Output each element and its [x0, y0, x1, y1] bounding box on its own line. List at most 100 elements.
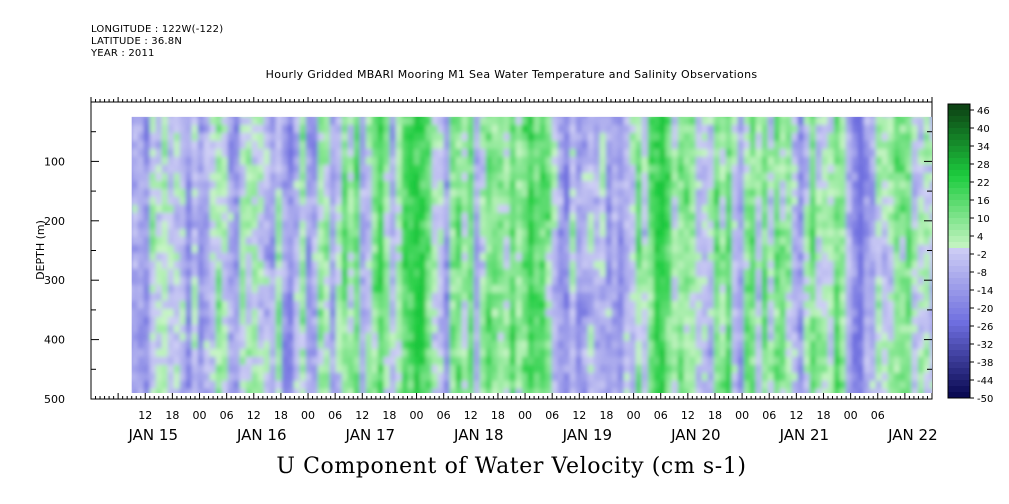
heatmap-cell [455, 260, 463, 270]
heatmap-cell [353, 116, 361, 126]
heatmap-cell [611, 316, 619, 326]
heatmap-cell [713, 324, 721, 334]
heatmap-cell [425, 188, 433, 198]
heatmap-cell [203, 148, 211, 158]
heatmap-cell [455, 172, 463, 182]
heatmap-cell [623, 148, 631, 158]
heatmap-cell [263, 364, 271, 374]
heatmap-cell [713, 380, 721, 390]
heatmap-cell [923, 268, 931, 278]
heatmap-cell [335, 308, 343, 318]
heatmap-cell [263, 356, 271, 366]
heatmap-cell [425, 332, 433, 342]
heatmap-cell [929, 284, 932, 294]
heatmap-cell [329, 180, 337, 190]
heatmap-cell [203, 284, 211, 294]
heatmap-cell [593, 124, 601, 134]
heatmap-cell [611, 372, 619, 382]
heatmap-cell [551, 284, 559, 294]
heatmap-cell [617, 364, 625, 374]
heatmap-cell [389, 148, 397, 158]
heatmap-cell [575, 212, 583, 222]
heatmap-cell [689, 212, 697, 222]
heatmap-cell [551, 204, 559, 214]
heatmap-cell [605, 228, 613, 238]
heatmap-cell [863, 364, 871, 374]
heatmap-cell [191, 300, 199, 310]
heatmap-cell [731, 276, 739, 286]
heatmap-cell [773, 116, 781, 126]
heatmap-cell [665, 132, 673, 142]
heatmap-cell [461, 284, 469, 294]
heatmap-cell [575, 172, 583, 182]
heatmap-cell [791, 124, 799, 134]
heatmap-cell [467, 180, 475, 190]
heatmap-cell [335, 244, 343, 254]
heatmap-cell [413, 220, 421, 230]
heatmap-cell [809, 300, 817, 310]
heatmap-cell [653, 372, 661, 382]
heatmap-cell [737, 188, 745, 198]
heatmap-cell [173, 300, 181, 310]
heatmap-cell [767, 324, 775, 334]
heatmap-cell [869, 380, 877, 390]
heatmap-cell [545, 388, 553, 394]
heatmap-cell [659, 196, 667, 206]
heatmap-cell [425, 140, 433, 150]
heatmap-cell [791, 276, 799, 286]
heatmap-cell [155, 300, 163, 310]
heatmap-cell [701, 348, 709, 358]
heatmap-cell [149, 188, 157, 198]
heatmap-cell [491, 300, 499, 310]
heatmap-cell [191, 356, 199, 366]
heatmap-cell [215, 236, 223, 246]
heatmap-cell [659, 284, 667, 294]
heatmap-cell [461, 236, 469, 246]
heatmap-cell [455, 372, 463, 382]
heatmap-cell [161, 140, 169, 150]
heatmap-cell [485, 364, 493, 374]
heatmap-cell [287, 380, 295, 390]
heatmap-cell [515, 380, 523, 390]
heatmap-cell [269, 356, 277, 366]
heatmap-cell [377, 340, 385, 350]
heatmap-cell [203, 164, 211, 174]
heatmap-cell [395, 324, 403, 334]
heatmap-cell [179, 268, 187, 278]
heatmap-cell [737, 156, 745, 166]
heatmap-cell [593, 292, 601, 302]
heatmap-cell [413, 372, 421, 382]
heatmap-cell [341, 172, 349, 182]
heatmap-cell [677, 340, 685, 350]
heatmap-cell [167, 260, 175, 270]
heatmap-cell [731, 188, 739, 198]
heatmap-cell [815, 364, 823, 374]
heatmap-cell [539, 220, 547, 230]
heatmap-cell [425, 148, 433, 158]
heatmap-cell [341, 260, 349, 270]
heatmap-cell [263, 164, 271, 174]
heatmap-cell [731, 316, 739, 326]
heatmap-cell [599, 388, 607, 394]
heatmap-cell [809, 140, 817, 150]
heatmap-cell [419, 172, 427, 182]
heatmap-cell [509, 156, 517, 166]
heatmap-cell [653, 244, 661, 254]
heatmap-cell [413, 388, 421, 394]
heatmap-cell [515, 156, 523, 166]
heatmap-cell [707, 236, 715, 246]
heatmap-cell [767, 228, 775, 238]
heatmap-cell [875, 244, 883, 254]
heatmap-cell [623, 340, 631, 350]
heatmap-cell [365, 148, 373, 158]
heatmap-cell [443, 196, 451, 206]
heatmap-cell [815, 260, 823, 270]
heatmap-cell [587, 212, 595, 222]
heatmap-cell [713, 364, 721, 374]
heatmap-cell [605, 324, 613, 334]
heatmap-cell [887, 196, 895, 206]
heatmap-cell [341, 140, 349, 150]
heatmap-cell [353, 140, 361, 150]
heatmap-cell [629, 316, 637, 326]
heatmap-cell [299, 388, 307, 394]
